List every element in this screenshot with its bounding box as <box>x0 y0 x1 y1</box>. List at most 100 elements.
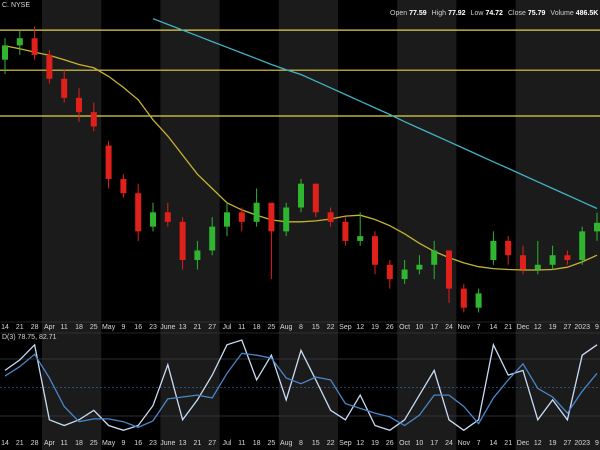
x-tick-label: 18 <box>253 324 261 331</box>
candle-body <box>179 221 186 260</box>
candle-body <box>327 212 334 222</box>
x-tick-label: 19 <box>371 440 379 447</box>
x-tick-label: 13 <box>179 440 187 447</box>
quote-bar: Open 77.59 High 77.92 Low 74.72 Close 75.79 Volu… <box>390 10 598 17</box>
price-panel <box>0 18 600 313</box>
quote-value: 77.92 <box>448 10 466 17</box>
x-tick-label: 7 <box>477 324 481 331</box>
x-tick-label: 22 <box>327 324 335 331</box>
candle-body <box>372 236 378 265</box>
candle-body <box>164 212 171 222</box>
month-stripe <box>515 0 600 450</box>
x-tick-label: 13 <box>179 324 187 331</box>
candle-body <box>46 54 53 79</box>
x-tick-label: 10 <box>416 440 424 447</box>
x-tick-label: 15 <box>312 440 320 447</box>
x-tick-label: Jul <box>223 324 232 331</box>
candle-body <box>90 112 97 127</box>
x-tick-label: 27 <box>208 440 216 447</box>
candle-body <box>105 145 112 179</box>
x-tick-label: 23 <box>149 324 157 331</box>
x-tick-label: 14 <box>1 324 9 331</box>
x-tick-label: 17 <box>430 324 438 331</box>
stochastic-panel <box>0 339 600 432</box>
x-tick-label: Nov <box>458 324 471 331</box>
x-tick-label: 2023 <box>574 324 590 331</box>
month-stripes <box>42 0 600 450</box>
candle-body <box>520 255 526 270</box>
candle-body <box>475 293 482 308</box>
x-tick-label: 14 <box>490 440 498 447</box>
candle-body <box>460 288 467 308</box>
x-tick-label: 25 <box>268 440 276 447</box>
x-tick-label: 27 <box>564 440 572 447</box>
x-tick-label: 7 <box>477 440 481 447</box>
x-tick-label: 16 <box>134 440 142 447</box>
x-tick-label: May <box>102 324 116 331</box>
candle-body <box>342 221 349 241</box>
x-tick-label: 19 <box>371 324 379 331</box>
candle-body <box>150 212 156 227</box>
quote-label: Volume <box>550 10 573 17</box>
quote-label: Close <box>508 10 526 17</box>
x-tick-label: Nov <box>458 440 471 447</box>
x-tick-label: 28 <box>31 324 39 331</box>
candle-body <box>253 202 260 222</box>
x-tick-label: 16 <box>134 324 142 331</box>
x-tick-label: Dec <box>517 324 530 331</box>
x-tick-label: 23 <box>149 440 157 447</box>
quote-label: Open <box>390 10 407 17</box>
x-tick-label: 18 <box>75 440 83 447</box>
candle-body <box>490 240 497 260</box>
x-tick-label: 11 <box>238 440 245 447</box>
x-tick-label: 24 <box>445 324 453 331</box>
candle-body <box>209 226 216 251</box>
stochastic-line <box>4 339 598 432</box>
x-tick-label: 8 <box>299 440 303 447</box>
candle-body <box>76 97 82 113</box>
candle-body <box>446 250 452 289</box>
x-tick-label: 21 <box>16 440 24 447</box>
x-tick-label: 9 <box>595 324 599 331</box>
candle-body <box>579 231 586 260</box>
candle-body <box>135 193 142 232</box>
candle-body <box>594 222 600 232</box>
x-tick-label: 25 <box>90 440 98 447</box>
moving-average <box>152 18 598 210</box>
candle-body <box>312 183 319 213</box>
x-tick-label: June <box>160 324 175 331</box>
x-tick-label: 21 <box>16 324 24 331</box>
x-tick-label: 28 <box>31 440 39 447</box>
x-tick-label: 10 <box>416 324 424 331</box>
x-tick-label: 18 <box>75 324 83 331</box>
x-tick-label: 18 <box>253 440 261 447</box>
stochastic-line <box>4 352 598 429</box>
candle-body <box>61 78 68 98</box>
x-tick-label: 21 <box>194 324 202 331</box>
candle-body <box>564 255 571 260</box>
x-tick-label: Sep <box>339 324 352 331</box>
candle-body <box>224 212 230 227</box>
candle-body <box>416 264 423 270</box>
candle-body <box>283 207 290 232</box>
x-tick-label: 12 <box>356 324 364 331</box>
x-tick-label: 27 <box>208 324 216 331</box>
x-tick-label: 19 <box>549 440 557 447</box>
candle-body <box>401 269 408 280</box>
month-stripe <box>160 0 220 450</box>
x-tick-label: Apr <box>44 440 56 447</box>
x-tick-label: 9 <box>121 440 125 447</box>
quote-label: Low <box>471 10 485 17</box>
x-tick-label: 8 <box>299 324 303 331</box>
x-tick-label: 9 <box>595 440 599 447</box>
x-tick-label: June <box>160 440 175 447</box>
x-tick-label: Sep <box>339 440 352 447</box>
x-tick-label: 24 <box>445 440 453 447</box>
x-tick-label: May <box>102 440 116 447</box>
x-tick-label: 25 <box>90 324 98 331</box>
x-tick-label: 11 <box>61 440 68 447</box>
candle-body <box>268 202 275 232</box>
x-tick-label: 17 <box>430 440 438 447</box>
quote-value: 486.5K <box>576 10 599 17</box>
